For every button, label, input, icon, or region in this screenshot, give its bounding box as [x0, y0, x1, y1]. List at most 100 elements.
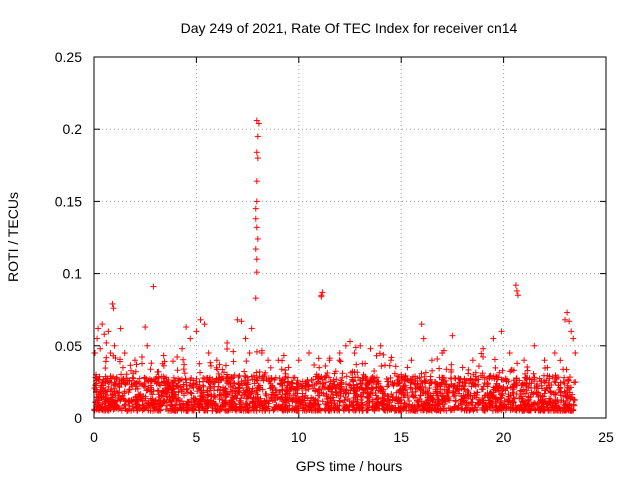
grid-layer: [94, 57, 606, 418]
data-point: [418, 321, 425, 328]
data-point: [465, 400, 472, 407]
y-tick-label: 0.2: [63, 121, 83, 137]
data-point: [144, 342, 151, 349]
data-point: [250, 404, 257, 411]
data-point: [523, 387, 530, 394]
data-point: [373, 352, 380, 359]
data-point: [315, 355, 322, 362]
data-point: [523, 380, 530, 387]
data-point: [351, 350, 358, 357]
data-point: [508, 367, 515, 374]
data-point: [334, 381, 341, 388]
data-point: [297, 382, 304, 389]
y-tick-label: 0.1: [63, 266, 83, 282]
data-point: [318, 389, 325, 396]
data-point: [301, 397, 308, 404]
data-point: [104, 378, 111, 385]
data-point: [479, 386, 486, 393]
data-point: [472, 373, 479, 380]
data-point: [149, 397, 156, 404]
data-point: [367, 345, 374, 352]
data-point: [197, 393, 204, 400]
data-point: [570, 335, 577, 342]
data-point: [325, 405, 332, 412]
data-point: [490, 335, 497, 342]
data-point: [288, 395, 295, 402]
data-point: [115, 381, 122, 388]
data-point: [304, 381, 311, 388]
data-point: [128, 367, 135, 374]
data-point: [482, 392, 489, 399]
data-point: [101, 387, 108, 394]
data-point: [360, 389, 367, 396]
data-point: [205, 378, 212, 385]
data-point: [216, 396, 223, 403]
data-point: [568, 328, 575, 335]
data-point: [402, 373, 409, 380]
data-point: [291, 374, 298, 381]
data-point: [412, 373, 419, 380]
data-point: [572, 379, 579, 386]
data-point: [467, 406, 474, 413]
data-point: [380, 390, 387, 397]
data-point: [213, 364, 220, 371]
data-point: [248, 394, 255, 401]
x-axis-label: GPS time / hours: [296, 458, 403, 474]
data-point: [306, 350, 313, 357]
data-point: [230, 379, 237, 386]
data-point: [418, 398, 425, 405]
data-point: [279, 401, 286, 408]
data-point: [259, 386, 266, 393]
data-point: [308, 394, 315, 401]
data-point: [211, 378, 218, 385]
data-point: [102, 407, 109, 414]
data-point: [214, 407, 221, 414]
data-point: [374, 395, 381, 402]
data-point: [503, 378, 510, 385]
chart-title: Day 249 of 2021, Rate Of TEC Index for r…: [181, 20, 518, 36]
data-point: [171, 378, 178, 385]
data-point: [260, 403, 267, 410]
data-point: [133, 404, 140, 411]
data-point: [502, 387, 509, 394]
data-point: [235, 374, 242, 381]
data-point: [429, 367, 436, 374]
data-point: [448, 375, 455, 382]
data-point: [199, 405, 206, 412]
data-point: [183, 386, 190, 393]
data-point: [565, 376, 572, 383]
data-point: [226, 399, 233, 406]
data-point: [265, 357, 272, 364]
data-point: [424, 396, 431, 403]
data-point: [314, 401, 321, 408]
data-point: [520, 390, 527, 397]
data-point: [290, 396, 297, 403]
data-point: [254, 133, 261, 140]
data-point: [134, 403, 141, 410]
data-point: [511, 395, 518, 402]
data-point: [220, 403, 227, 410]
data-point: [271, 404, 278, 411]
data-point: [567, 395, 574, 402]
data-point: [113, 376, 120, 383]
data-point: [389, 396, 396, 403]
data-point: [331, 370, 338, 377]
data-point: [372, 400, 379, 407]
data-point: [198, 395, 205, 402]
data-point: [189, 405, 196, 412]
data-point: [403, 403, 410, 410]
data-point: [145, 407, 152, 414]
data-point: [420, 335, 427, 342]
data-point: [196, 407, 203, 414]
data-point: [210, 399, 217, 406]
data-point: [293, 406, 300, 413]
data-point: [257, 401, 264, 408]
data-point: [267, 394, 274, 401]
data-point: [337, 393, 344, 400]
data-point: [222, 362, 229, 369]
data-point: [417, 392, 424, 399]
data-point: [548, 389, 555, 396]
x-tick-label: 10: [291, 429, 307, 445]
data-point: [224, 339, 231, 346]
data-point: [254, 235, 261, 242]
